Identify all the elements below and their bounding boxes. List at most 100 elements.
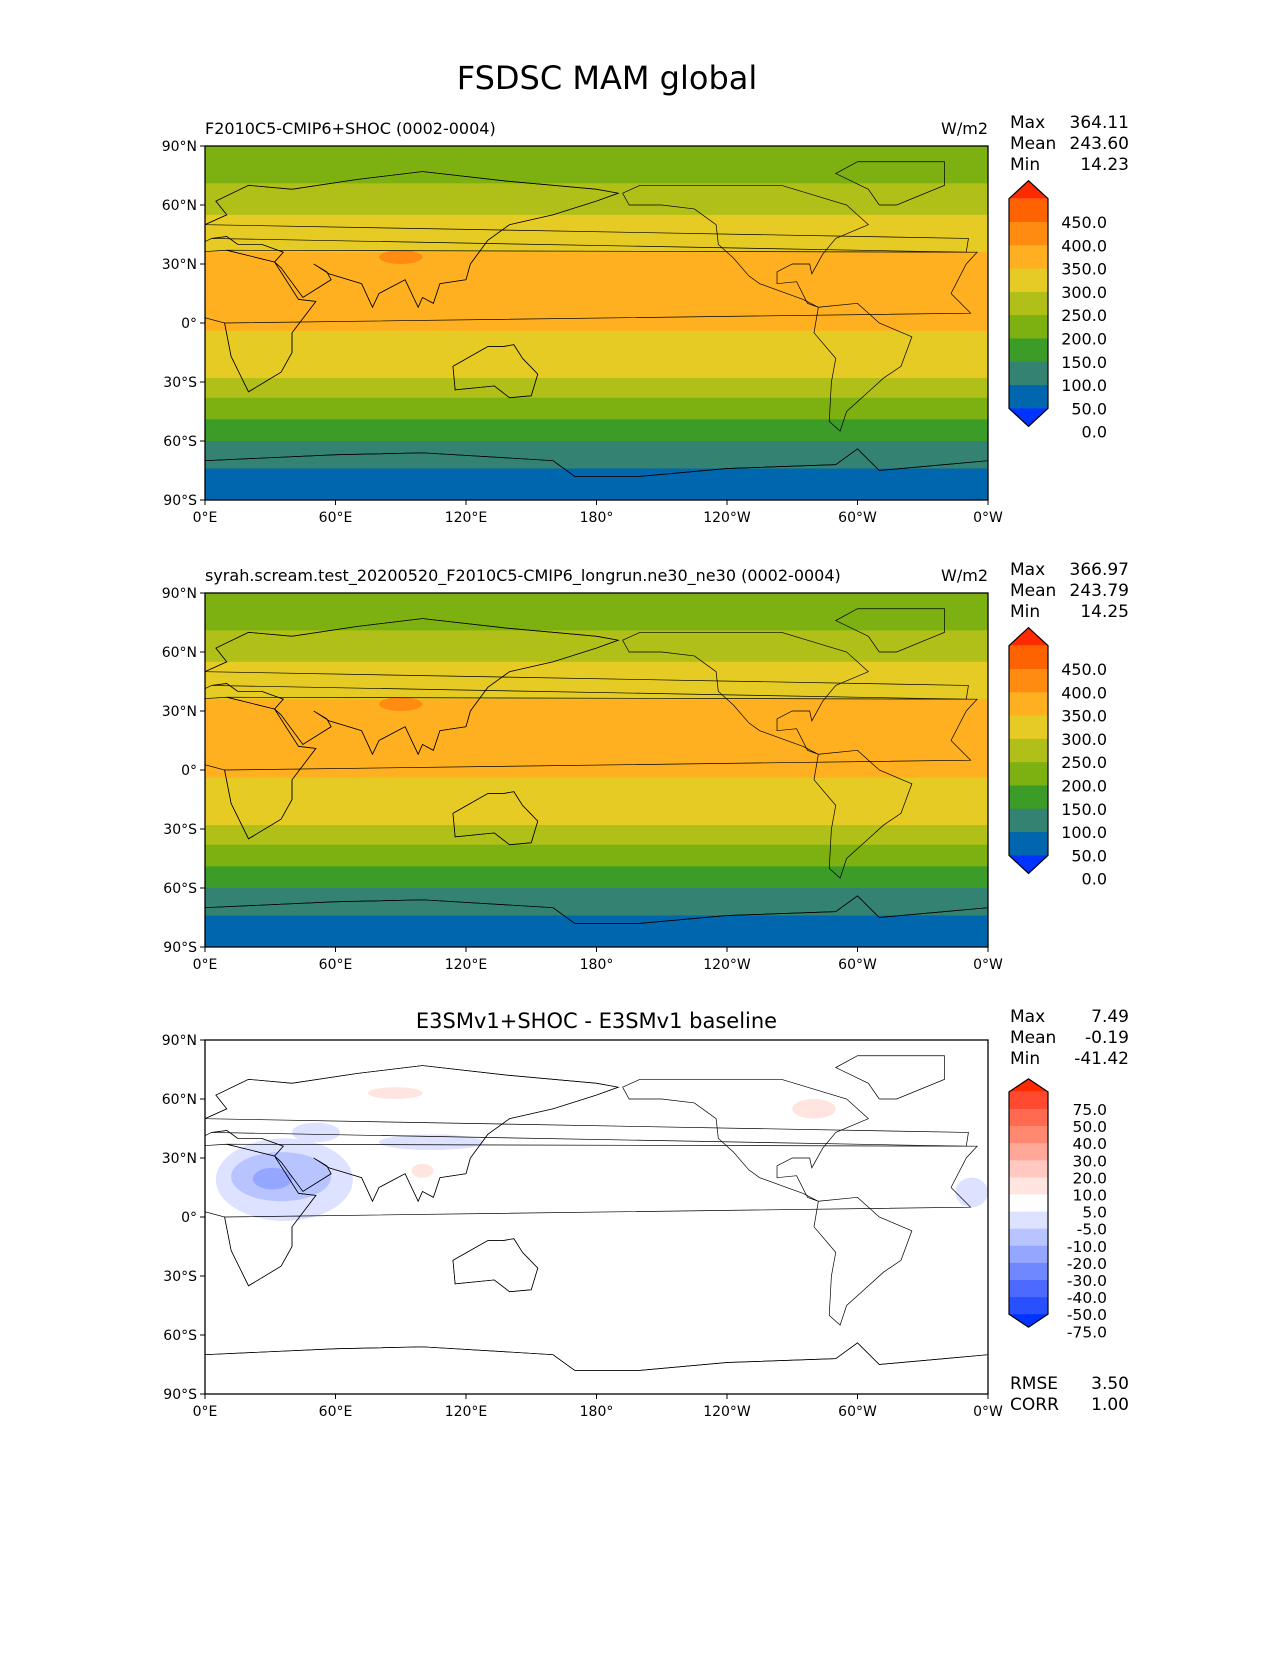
colorbar-bin	[1009, 1194, 1048, 1213]
colorbar-bin	[1009, 222, 1048, 246]
colorbar-bin	[1009, 669, 1048, 693]
lon-tick-label: 120°W	[703, 957, 751, 973]
colorbar-bin	[1009, 1211, 1048, 1230]
contour-region	[792, 1099, 836, 1119]
colorbar-tick-label: 20.0	[1072, 1169, 1107, 1187]
colorbar: 450.0 400.0 350.0 300.0 250.0 200.0 150.0 100.0…	[1008, 626, 1107, 889]
coastline	[0, 1079, 85, 1201]
colorbar-tick-label: -10.0	[1067, 1238, 1107, 1256]
map-panel-3: 90°N 60°N 30°N 0° 30°S 60°S 90°S0°E 60°E 120°E 18…	[0, 1007, 1129, 1420]
stat-value: 243.60	[1070, 134, 1129, 154]
colorbar-bin	[1009, 1109, 1048, 1127]
colorbar-bin	[1009, 692, 1048, 717]
colorbar: 75.050.040.030.020.010.05.0-5.0-10.0-20.…	[1008, 1078, 1107, 1341]
lon-tick-label: 0°W	[973, 510, 1003, 526]
stat-value: 7.49	[1091, 1007, 1129, 1027]
colorbar-tick-label: -40.0	[1067, 1289, 1107, 1307]
colorbar-bin	[1009, 1228, 1048, 1247]
lon-tick-label: 60°W	[838, 510, 877, 526]
colorbar-extend-min	[1009, 1314, 1048, 1328]
lon-tick-label: 60°E	[319, 510, 353, 526]
stat-value: 366.97	[1070, 560, 1129, 580]
units-label: W/m2	[941, 566, 988, 585]
colorbar-tick-label: 200.0	[1061, 777, 1107, 796]
lat-tick-label: 90°S	[163, 940, 197, 956]
colorbar-bin	[1009, 785, 1048, 810]
coastline	[53, 609, 162, 652]
zonal-band	[205, 699, 988, 779]
colorbar-bin	[1009, 1091, 1048, 1110]
stat-label: Min	[1010, 155, 1040, 175]
zonal-band	[205, 397, 988, 420]
coastline	[205, 448, 988, 477]
zonal-band	[205, 252, 988, 332]
lon-tick-label: 60°E	[319, 957, 353, 973]
coastline	[813, 302, 913, 432]
stat-value: -0.19	[1085, 1028, 1129, 1048]
lat-tick-label: 60°N	[162, 645, 197, 661]
contour-region	[379, 1134, 484, 1151]
zonal-band	[205, 146, 988, 184]
zonal-band	[205, 825, 988, 846]
lat-tick-label: 30°N	[162, 257, 197, 273]
stat-value: 243.79	[1070, 581, 1129, 601]
colorbar-tick-label: -5.0	[1077, 1221, 1107, 1239]
contour-region	[252, 1167, 292, 1190]
colorbar-bin	[1009, 245, 1048, 270]
colorbar-tick-label: 10.0	[1072, 1187, 1107, 1205]
map-panel-2: 90°N 60°N 30°N 0° 30°S 60°S 90°S0°E 60°E 120°E 18…	[53, 560, 1129, 973]
colorbar-tick-label: 350.0	[1061, 707, 1107, 726]
coastline	[31, 1197, 129, 1325]
colorbar-bin	[1009, 1177, 1048, 1195]
coastline	[205, 895, 988, 924]
colorbar-extend-max	[1009, 627, 1048, 646]
colorbar-bin	[1009, 715, 1048, 740]
contour-region	[368, 1087, 423, 1099]
colorbar-bin	[1009, 645, 1048, 670]
stat-value: 14.23	[1080, 155, 1129, 175]
lat-tick-label: 90°S	[163, 1387, 197, 1403]
zonal-band	[205, 661, 988, 700]
colorbar-bin	[1009, 268, 1048, 293]
contour-region	[955, 1177, 988, 1208]
stat-label: Max	[1010, 1007, 1045, 1027]
map-panel-1: 90°N 60°N 30°N 0° 30°S 60°S 90°S0°E 60°E 120°E 18…	[0, 113, 1129, 526]
colorbar-bin	[1009, 738, 1048, 763]
coastline	[834, 1055, 945, 1100]
coastline	[53, 162, 162, 205]
coastline	[0, 185, 85, 307]
colorbar-extend-max	[1009, 1078, 1048, 1092]
lat-tick-label: 0°	[181, 763, 197, 779]
coastline	[834, 161, 945, 206]
colorbar-bin	[1009, 291, 1048, 316]
coastline	[813, 749, 913, 879]
colorbar-tick-label: -20.0	[1067, 1255, 1107, 1273]
lon-tick-label: 120°E	[445, 1404, 488, 1420]
lon-tick-label: 60°W	[838, 1404, 877, 1420]
map-field	[53, 593, 988, 947]
lat-tick-label: 60°N	[162, 198, 197, 214]
stat-value: 364.11	[1070, 113, 1129, 133]
colorbar-bin	[1009, 198, 1048, 223]
coastline	[622, 1078, 870, 1202]
colorbar-bin	[1009, 1280, 1048, 1298]
colorbar-tick-label: 450.0	[1061, 213, 1107, 232]
colorbar-extend-min	[1009, 408, 1048, 427]
lat-tick-label: 0°	[181, 1210, 197, 1226]
colorbar-tick-label: -50.0	[1067, 1306, 1107, 1324]
lon-tick-label: 0°E	[193, 510, 218, 526]
coastline	[452, 791, 539, 846]
zonal-band	[205, 330, 988, 379]
colorbar-tick-label: 100.0	[1061, 376, 1107, 395]
map-field	[0, 146, 988, 500]
colorbar-tick-label: -75.0	[1067, 1323, 1107, 1341]
lat-tick-label: 30°N	[162, 1151, 197, 1167]
colorbar-tick-label: 100.0	[1061, 823, 1107, 842]
zonal-band	[205, 915, 988, 947]
zonal-band	[205, 593, 988, 631]
coastline	[31, 303, 129, 431]
colorbar-bin	[1009, 832, 1048, 856]
metric-label: RMSE	[1010, 1374, 1058, 1394]
